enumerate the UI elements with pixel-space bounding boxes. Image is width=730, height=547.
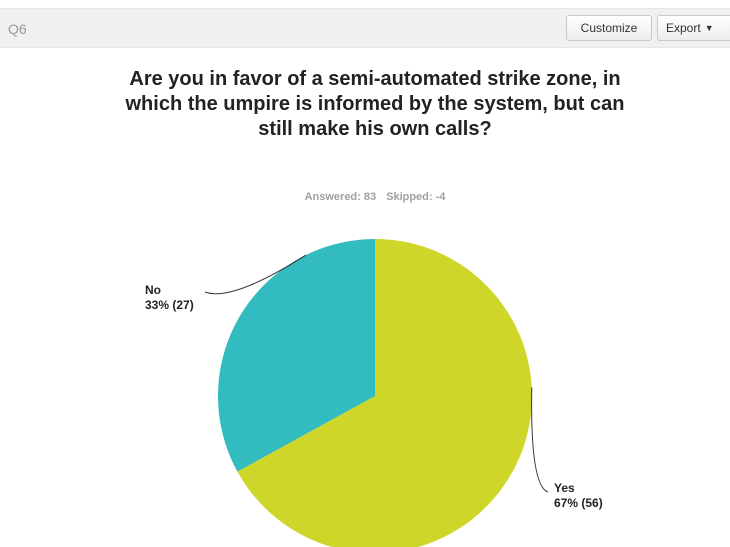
question-number: Q6: [8, 21, 27, 37]
slice-value-yes: 67% (56): [554, 496, 603, 510]
question-toolbar: Q6 Customize Export ▼: [0, 8, 730, 48]
slice-value-no: 33% (27): [145, 298, 194, 312]
leader-line-yes: [531, 387, 549, 493]
slice-label-no: No: [145, 283, 161, 297]
customize-button-label: Customize: [580, 21, 638, 35]
chart-title: Are you in favor of a semi-automated str…: [125, 68, 625, 140]
customize-button[interactable]: Customize: [566, 15, 652, 41]
skipped-count: Skipped: -4: [386, 191, 446, 203]
pie-slice-no[interactable]: [217, 239, 375, 472]
leader-line-no: [204, 254, 307, 295]
export-button[interactable]: Export ▼: [657, 15, 730, 41]
response-stats: Answered: 83 Skipped: -4: [260, 191, 490, 203]
answered-count: Answered: 83: [304, 191, 377, 203]
export-button-label: Export: [666, 21, 701, 35]
pie-slice-yes[interactable]: [237, 239, 532, 547]
caret-down-icon: ▼: [704, 23, 714, 33]
slice-label-yes: Yes: [554, 481, 575, 495]
